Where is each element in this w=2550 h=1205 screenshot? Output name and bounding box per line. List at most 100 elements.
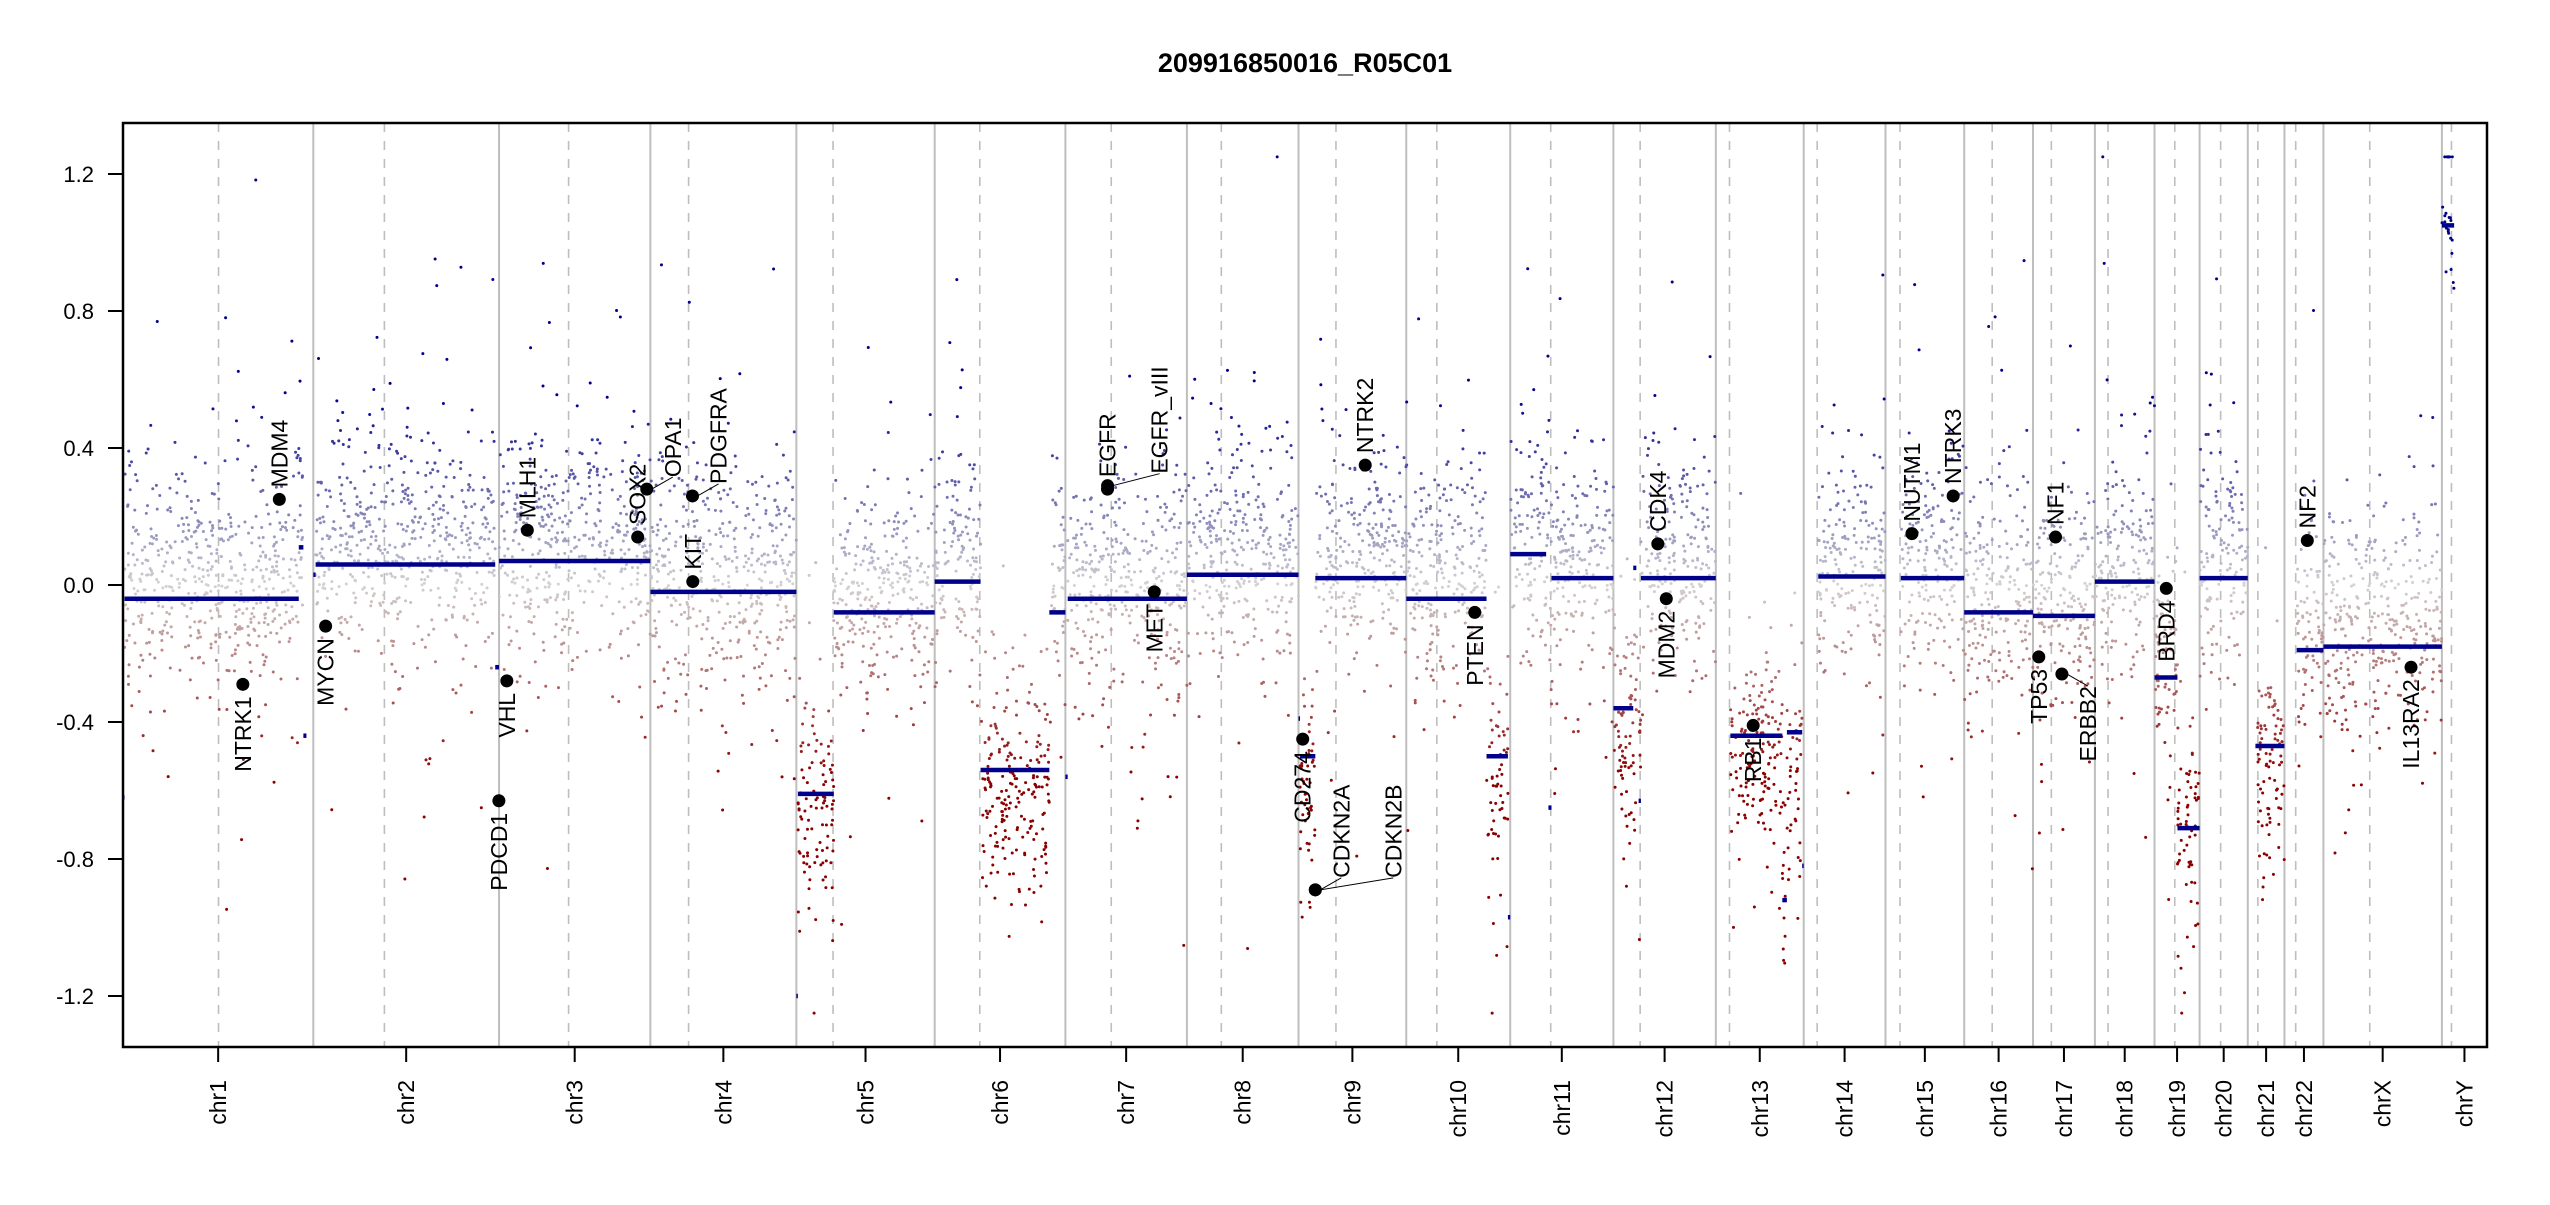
probe-point: [1387, 526, 1390, 529]
probe-point: [128, 464, 131, 467]
probe-point: [916, 557, 919, 560]
probe-point: [1329, 606, 1332, 609]
probe-point: [1692, 467, 1695, 470]
probe-point: [969, 564, 972, 567]
probe-point: [340, 499, 343, 502]
probe-point: [854, 554, 857, 557]
probe-point: [1787, 878, 1790, 881]
probe-point: [978, 615, 981, 618]
probe-point: [1518, 573, 1521, 576]
probe-point: [1800, 723, 1803, 726]
probe-point: [1555, 525, 1558, 528]
probe-point: [541, 519, 544, 522]
probe-point: [883, 673, 886, 676]
probe-point: [1009, 801, 1012, 804]
probe-point: [668, 532, 671, 535]
probe-point: [694, 478, 697, 481]
probe-point: [1702, 483, 1705, 486]
probe-point: [1693, 590, 1696, 593]
probe-point: [124, 619, 127, 622]
probe-point: [1017, 801, 1020, 804]
probe-point: [254, 179, 257, 182]
probe-point: [759, 630, 762, 633]
probe-point: [233, 604, 236, 607]
probe-point: [1774, 676, 1777, 679]
probe-point: [830, 740, 833, 743]
probe-point: [981, 814, 984, 817]
probe-point: [746, 584, 749, 587]
probe-point: [1656, 553, 1659, 556]
probe-point: [1372, 527, 1375, 530]
probe-point: [556, 502, 559, 505]
probe-point: [1056, 642, 1059, 645]
probe-point: [512, 602, 515, 605]
probe-point: [529, 447, 532, 450]
probe-point: [377, 639, 380, 642]
probe-point: [1794, 789, 1797, 792]
probe-point: [437, 517, 440, 520]
probe-point: [1236, 653, 1239, 656]
probe-point: [1219, 593, 1222, 596]
probe-point: [904, 573, 907, 576]
probe-point: [1619, 744, 1622, 747]
probe-point: [887, 431, 890, 434]
probe-point: [1112, 668, 1115, 671]
probe-point: [975, 560, 978, 563]
probe-point: [1661, 582, 1664, 585]
probe-point: [1388, 493, 1391, 496]
probe-point: [1419, 487, 1422, 490]
probe-point: [911, 598, 914, 601]
probe-point: [760, 609, 763, 612]
probe-point: [161, 605, 164, 608]
probe-point: [1339, 537, 1342, 540]
probe-point: [566, 490, 569, 493]
probe-point: [584, 498, 587, 501]
probe-point: [339, 492, 342, 495]
probe-point: [570, 550, 573, 553]
probe-point: [1169, 647, 1172, 650]
probe-point: [877, 602, 880, 605]
probe-point: [548, 583, 551, 586]
probe-point: [925, 626, 928, 629]
probe-point: [1088, 682, 1091, 685]
probe-point: [656, 523, 659, 526]
probe-point: [1401, 542, 1404, 545]
probe-point: [716, 599, 719, 602]
probe-point: [155, 534, 158, 537]
probe-point: [1571, 547, 1574, 550]
probe-point: [738, 601, 741, 604]
probe-point: [558, 566, 561, 569]
probe-point: [1744, 817, 1747, 820]
probe-point: [932, 513, 935, 516]
probe-point: [1225, 592, 1228, 595]
probe-point: [459, 266, 462, 269]
probe-point: [1565, 549, 1568, 552]
probe-point: [467, 489, 470, 492]
probe-point: [904, 577, 907, 580]
probe-point: [501, 503, 504, 506]
probe-point: [1538, 521, 1541, 524]
probe-point: [1201, 606, 1204, 609]
probe-point: [190, 500, 193, 503]
probe-point: [678, 586, 681, 589]
probe-point: [1596, 564, 1599, 567]
probe-point: [596, 470, 599, 473]
probe-point: [627, 654, 630, 657]
probe-point: [786, 619, 789, 622]
probe-point: [1541, 516, 1544, 519]
probe-point: [1287, 520, 1290, 523]
probe-point: [360, 539, 363, 542]
probe-point: [919, 581, 922, 584]
probe-point: [1311, 705, 1314, 708]
probe-point: [1700, 567, 1703, 570]
probe-point: [1153, 571, 1156, 574]
probe-point: [367, 575, 370, 578]
probe-point: [356, 503, 359, 506]
probe-point: [1798, 710, 1801, 713]
probe-point: [1350, 607, 1353, 610]
probe-point: [1072, 571, 1075, 574]
probe-point: [1035, 832, 1038, 835]
probe-point: [1122, 478, 1125, 481]
probe-point: [196, 519, 199, 522]
probe-point: [403, 878, 406, 881]
